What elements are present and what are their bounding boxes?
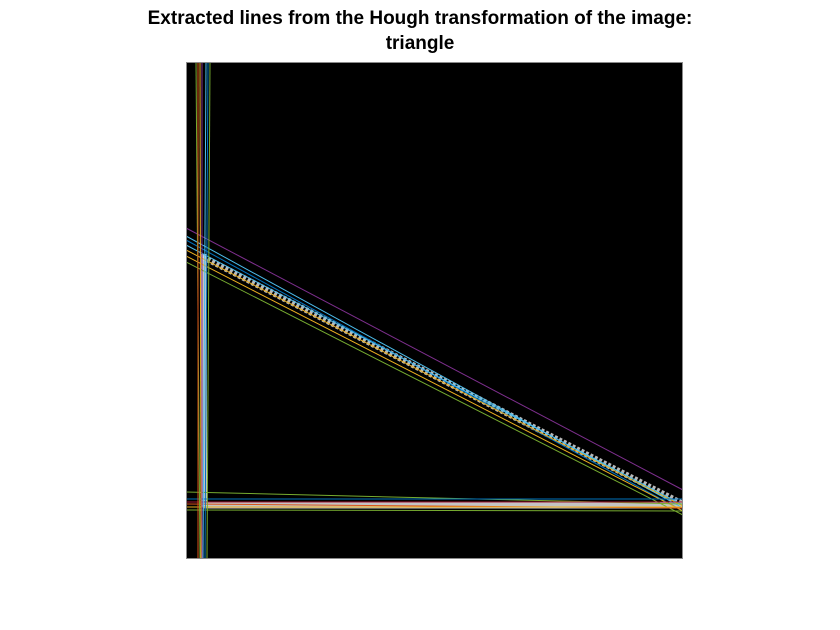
title-line-1: Extracted lines from the Hough transform… (147, 8, 693, 29)
hough-line (186, 509, 683, 512)
hough-line (186, 255, 683, 512)
hough-line (204, 62, 209, 559)
hough-lines (186, 62, 683, 559)
image-area (186, 62, 683, 559)
hough-line (186, 235, 683, 509)
hough-line (206, 62, 211, 559)
hough-line (202, 62, 207, 559)
axes-frame (186, 62, 683, 559)
hough-line (186, 227, 683, 491)
figure-title: Extracted lines from the Hough transform… (0, 6, 840, 56)
hough-line (186, 261, 683, 516)
hough-line (186, 249, 683, 507)
hough-line (186, 244, 683, 506)
hough-line (199, 62, 202, 559)
title-line-2: triangle (385, 33, 455, 54)
